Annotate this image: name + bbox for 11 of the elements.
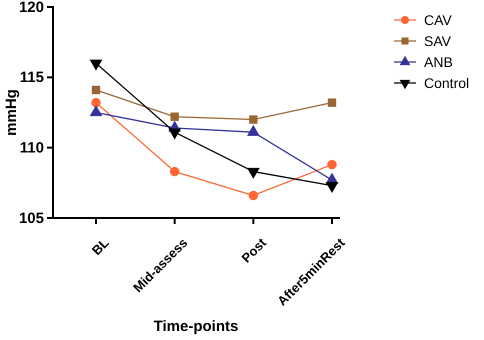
y-tick-label: 110 <box>20 139 44 156</box>
y-tick-label: 115 <box>20 69 44 86</box>
legend-label: CAV <box>424 12 452 28</box>
legend-label: Control <box>424 74 470 91</box>
legend-label: ANB <box>424 54 453 70</box>
x-tick-label: BL <box>88 235 112 258</box>
legend-label: SAV <box>424 32 452 49</box>
x-axis-title: Time-points <box>154 318 238 335</box>
y-axis-title: mmHg <box>3 89 20 136</box>
y-tick-label: 105 <box>18 210 44 227</box>
y-tick-label: 120 <box>18 0 44 16</box>
